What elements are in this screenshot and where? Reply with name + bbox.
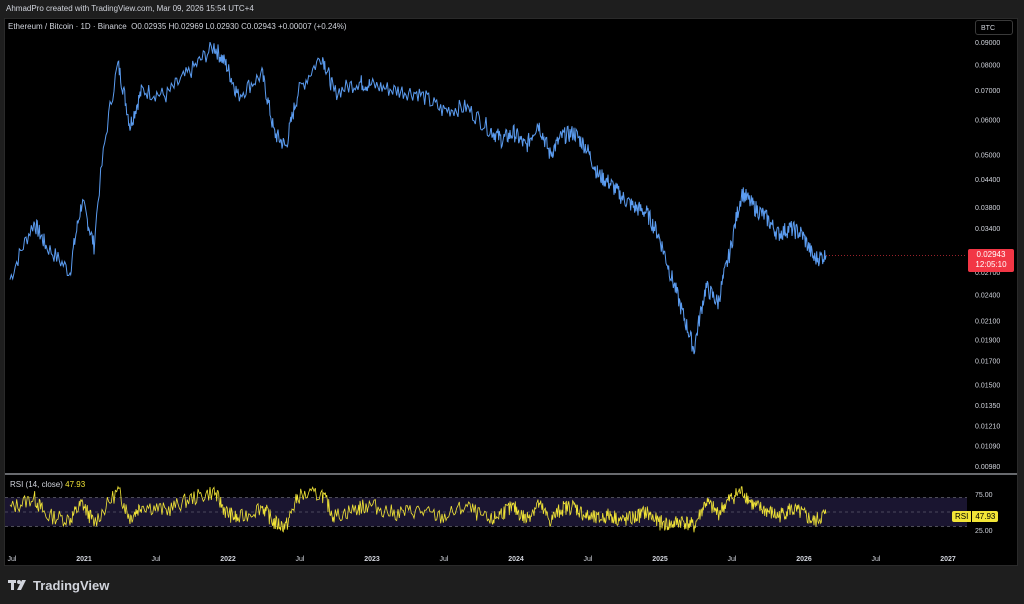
price-tick-label: 0.01210: [975, 424, 1000, 431]
price-tick-label: 0.02100: [975, 318, 1000, 325]
rsi-line[interactable]: [9, 485, 827, 533]
rsi-pane[interactable]: [5, 485, 967, 533]
time-tick-label: Jul: [8, 556, 17, 563]
time-tick-label: Jul: [296, 556, 305, 563]
low-label: L: [205, 22, 210, 31]
time-tick-label: 2026: [796, 556, 812, 563]
time-tick-label: 2022: [220, 556, 236, 563]
price-tick-label: 0.01090: [975, 444, 1000, 451]
price-tick-label: 0.00980: [975, 464, 1000, 471]
change-value: +0.00007 (+0.24%): [278, 22, 347, 31]
time-tick-label: 2024: [508, 556, 524, 563]
time-tick-label: Jul: [440, 556, 449, 563]
price-tick-label: 0.01350: [975, 403, 1000, 410]
price-axis[interactable]: 0.09000 0.08000 0.07000 0.06000 0.05000 0.044…: [975, 40, 1000, 471]
price-tick-label: 0.02700: [975, 270, 1000, 277]
tradingview-logo[interactable]: TradingView: [8, 577, 109, 593]
price-tick-label: 0.07000: [975, 88, 1000, 95]
price-tick-label: 0.03800: [975, 205, 1000, 212]
price-tick-label: 0.01700: [975, 359, 1000, 366]
close-value: 0.02943: [246, 22, 276, 31]
last-price-value: 0.02943: [976, 250, 1006, 259]
time-tick-label: 2021: [76, 556, 92, 563]
price-tick-label: 0.08000: [975, 63, 1000, 70]
price-tick-label: 0.04400: [975, 177, 1000, 184]
time-tick-label: Jul: [872, 556, 881, 563]
low-value: 0.02930: [209, 22, 239, 31]
rsi-legend-value: 47.93: [65, 480, 86, 489]
high-label: H: [168, 22, 175, 31]
tradingview-logo-icon: [8, 580, 26, 590]
brand-name: TradingView: [33, 577, 110, 593]
time-tick-label: 2025: [652, 556, 668, 563]
time-tick-label: Jul: [584, 556, 593, 563]
countdown-timer: 12:05:10: [975, 260, 1007, 269]
rsi-title[interactable]: RSI (14, close): [10, 480, 63, 489]
rsi-tag-value: 47.93: [972, 511, 999, 522]
close-label: C: [241, 22, 247, 31]
price-tick-label: 0.02400: [975, 293, 1000, 300]
chart-credit: AhmadPro created with TradingView.com, M…: [6, 4, 254, 13]
price-tick-label: 0.03400: [975, 226, 1000, 233]
price-tick-label: 0.09000: [975, 40, 1000, 47]
symbol-name[interactable]: Ethereum / Bitcoin · 1D · Binance: [8, 22, 127, 31]
price-tick-label: 0.05000: [975, 152, 1000, 159]
high-value: 0.02969: [174, 22, 204, 31]
rsi-tag-label: RSI: [952, 511, 972, 522]
open-label: O: [131, 22, 138, 31]
time-axis[interactable]: Jul 2021 Jul 2022 Jul 2023 Jul 2024 Jul 2025 Jul 20…: [8, 556, 956, 563]
time-tick-label: Jul: [152, 556, 161, 563]
time-tick-label: 2023: [364, 556, 380, 563]
last-price-tag: 0.02943 12:05:10: [968, 249, 1014, 272]
symbol-legend[interactable]: Ethereum / Bitcoin · 1D · Binance O0.029…: [8, 22, 347, 31]
open-value: 0.02935: [137, 22, 167, 31]
rsi-tick-label: 25.00: [975, 528, 993, 535]
rsi-legend[interactable]: RSI (14, close) 47.93: [10, 480, 85, 489]
time-tick-label: 2027: [940, 556, 956, 563]
price-tick-label: 0.06000: [975, 118, 1000, 125]
price-pane[interactable]: [9, 41, 966, 355]
price-line[interactable]: [9, 41, 827, 355]
rsi-value-tag: RSI 47.93: [952, 511, 999, 522]
price-tick-label: 0.01500: [975, 383, 1000, 390]
rsi-axis: 75.00 25.00: [975, 492, 993, 535]
time-tick-label: Jul: [728, 556, 737, 563]
price-tick-label: 0.01900: [975, 337, 1000, 344]
currency-button[interactable]: BTC: [975, 20, 1013, 35]
rsi-tick-label: 75.00: [975, 492, 993, 499]
chart-frame[interactable]: [4, 18, 1018, 566]
